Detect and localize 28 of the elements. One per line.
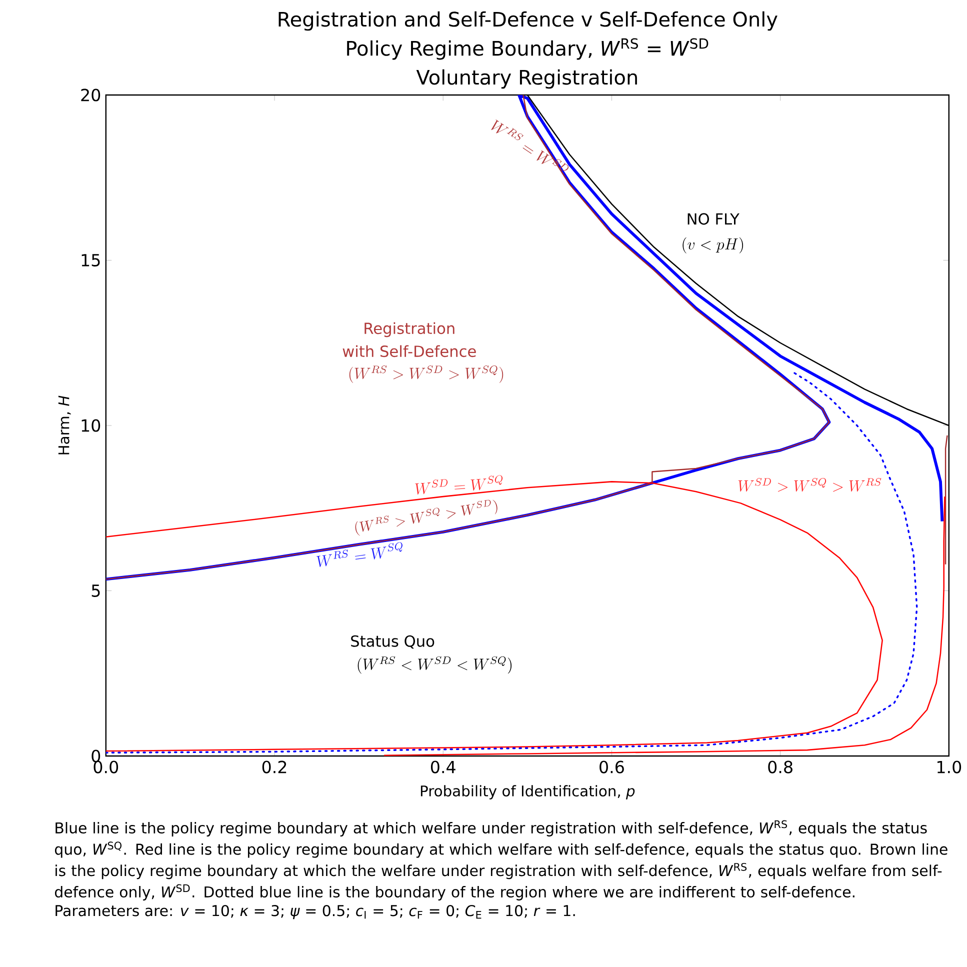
- text: Blue line is the policy regime boundary at which welfare under registration with self-defence, W$^{RS}$, equals the status quo, W$^{SQ}$. Red line is the policy regime boundary at which welfare with self-defence, equals the status quo. Brown line is the policy regime boundary at which the welfare under registration with self-defence, W$^{RS}$, equals welfare from self-defence only, W$^{SD}$. Dotted blue line is the boundary of the region where we are indifferent to self-defence.: [55, 820, 948, 900]
- x-axis-title: Probability of Identification, p: [421, 785, 635, 800]
- text: Voluntary Registration: [416, 69, 637, 89]
- y-tick-label: 10: [82, 419, 100, 432]
- annotation: $W^{RS} = W^{SQ}$: [316, 542, 403, 568]
- annotation: $(v < pH)$: [682, 237, 744, 254]
- x-tick-label: 0.0: [94, 760, 118, 774]
- y-tick-label: 20: [81, 88, 100, 102]
- x-tick-label: 0.2: [262, 760, 286, 774]
- annotation: $W^{SD} = W^{SQ}$: [415, 475, 503, 495]
- annotation: with Self-Defence: [342, 345, 476, 358]
- text: Parameters are: v = 10; κ = 3; ψ = 0.5; c$_{I}$ = 5; c$_{F}$ = 0; C$_{E}$ = 10; r = 1.: [56, 904, 575, 920]
- x-tick-label: 0.8: [768, 760, 792, 774]
- annotation: $(W^{RS} > W^{SD} > W^{SQ})$: [349, 366, 504, 383]
- y-axis-title: Harm, H: [58, 396, 71, 454]
- annotation: NO FLY: [688, 213, 740, 225]
- chart-subtitle: Policy Regime Boundary, W$^{RS}$ = W$^{SD}$: [347, 38, 708, 60]
- annotation: Status Quo: [351, 635, 434, 649]
- annotation: $W^{SD} > W^{SQ} > W^{RS}$: [738, 478, 882, 492]
- annotation: $(W^{RS} > W^{SQ} > W^{SD})$: [355, 500, 498, 536]
- annotation: $(W^{RS} < W^{SD} < W^{SQ})$: [358, 656, 512, 674]
- x-tick-label: 0.4: [431, 760, 456, 774]
- y-tick-label: 5: [92, 584, 100, 597]
- x-tick-label: 0.6: [600, 760, 624, 774]
- annotation: Registration: [364, 322, 454, 338]
- chart-title: Registration and Self-Defence v Self-Defence Only: [278, 11, 778, 31]
- y-tick-label: 15: [82, 254, 100, 266]
- x-tick-label: 1.0: [938, 760, 962, 774]
